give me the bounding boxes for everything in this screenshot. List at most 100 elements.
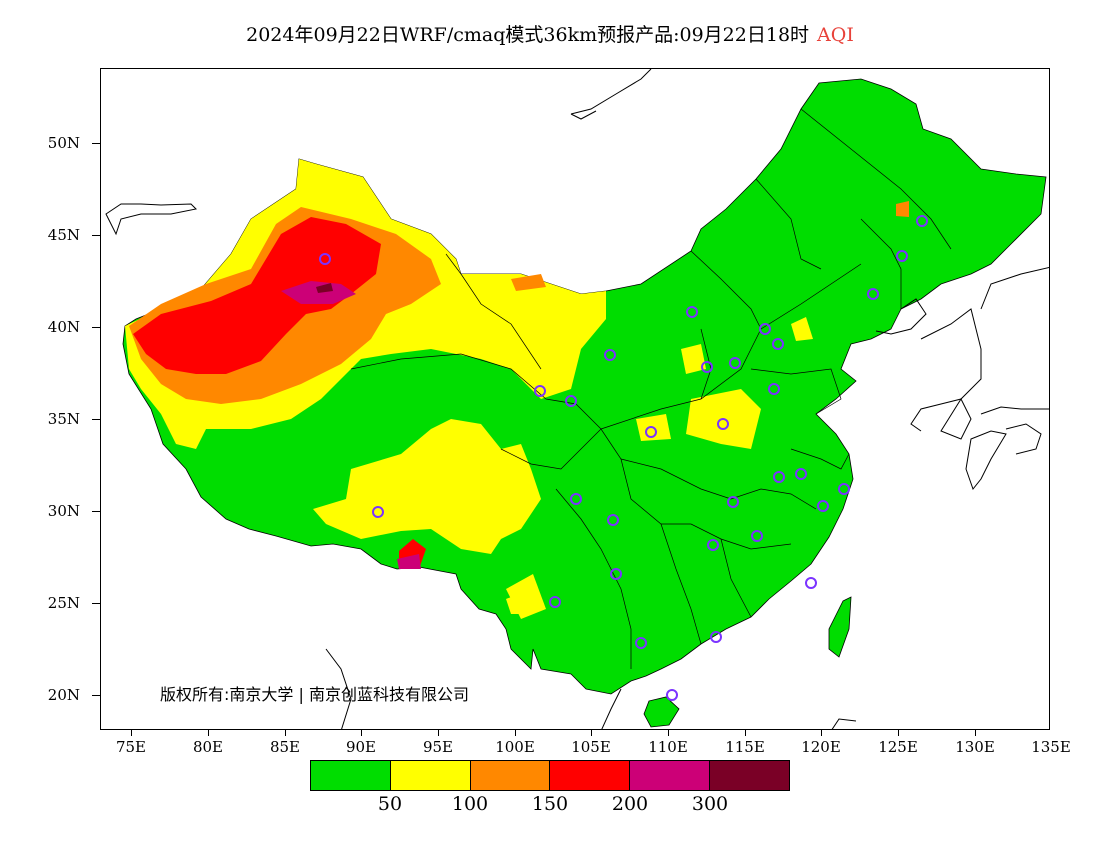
lon-label: 125E: [878, 738, 918, 756]
lon-tick: [208, 730, 209, 736]
city-marker: [795, 468, 807, 480]
lon-tick: [438, 730, 439, 736]
legend-label: 150: [531, 793, 569, 815]
lon-label: 115E: [725, 738, 765, 756]
lat-tick: [92, 419, 100, 420]
aqi-moderate-pocket-5: [791, 317, 813, 341]
neighbor-coastlines: [105, 69, 1049, 729]
lon-label: 75E: [115, 738, 147, 756]
city-marker: [534, 385, 546, 397]
lon-label: 135E: [1031, 738, 1071, 756]
legend-swatch: [470, 761, 551, 790]
lon-label: 95E: [422, 738, 454, 756]
province-borders: [350, 108, 952, 669]
city-marker: [686, 306, 698, 318]
city-marker: [319, 253, 331, 265]
legend-swatch: [311, 761, 391, 790]
city-marker: [727, 496, 739, 508]
city-marker: [729, 357, 741, 369]
city-marker: [751, 530, 763, 542]
aqi-hazardous-core: [316, 283, 333, 293]
city-marker: [645, 426, 657, 438]
lat-tick: [92, 143, 100, 144]
city-marker: [607, 514, 619, 526]
lat-label: 30N: [47, 502, 80, 520]
copyright-text: 版权所有:南京大学 | 南京创蓝科技有限公司: [160, 685, 469, 704]
city-marker: [838, 483, 850, 495]
aqi-sensitive-pocket-1: [511, 274, 546, 291]
legend-swatch: [630, 761, 711, 790]
lat-tick: [92, 511, 100, 512]
lat-tick: [92, 327, 100, 328]
city-marker: [717, 418, 729, 430]
lat-tick: [92, 695, 100, 696]
lon-tick: [591, 730, 592, 736]
city-marker: [867, 288, 879, 300]
city-marker: [372, 506, 384, 518]
aqi-legend: [310, 760, 790, 791]
lon-label: 100E: [495, 738, 535, 756]
city-marker: [768, 383, 780, 395]
lat-label: 25N: [47, 594, 80, 612]
legend-label: 100: [451, 793, 489, 815]
lon-label: 120E: [801, 738, 841, 756]
lon-label: 90E: [345, 738, 377, 756]
city-marker: [707, 539, 719, 551]
map-frame: [100, 68, 1050, 730]
lon-label: 130E: [955, 738, 995, 756]
aqi-moderate-pocket-3: [506, 589, 531, 614]
taiwan-island: [828, 596, 852, 658]
city-marker: [635, 637, 647, 649]
lon-tick: [285, 730, 286, 736]
aqi-moderate-tibet: [313, 419, 541, 554]
city-marker: [916, 215, 928, 227]
city-marker: [759, 323, 771, 335]
lat-tick: [92, 235, 100, 236]
aqi-unhealthy-tarim: [133, 217, 381, 374]
city-marker: [805, 577, 817, 589]
lon-tick: [668, 730, 669, 736]
aqi-moderate-pocket-4: [681, 344, 706, 374]
lat-label: 35N: [47, 410, 80, 428]
city-marker: [570, 493, 582, 505]
lon-tick: [821, 730, 822, 736]
city-marker: [710, 631, 722, 643]
lat-tick: [92, 603, 100, 604]
legend-label: 50: [377, 793, 403, 815]
legend-swatch: [710, 761, 789, 790]
legend-swatch: [390, 761, 471, 790]
city-marker: [666, 689, 678, 701]
legend-label: 200: [611, 793, 649, 815]
title-variable: AQI: [817, 24, 854, 46]
legend-swatch: [550, 761, 631, 790]
lon-label: 80E: [192, 738, 224, 756]
lat-label: 50N: [47, 134, 80, 152]
lat-label: 40N: [47, 318, 80, 336]
aqi-very-unhealthy-2: [397, 554, 421, 569]
city-marker: [817, 500, 829, 512]
lon-label: 85E: [269, 738, 301, 756]
map-title: 2024年09月22日WRF/cmaq模式36km预报产品:09月22日18时 A…: [0, 20, 1100, 47]
lon-tick: [975, 730, 976, 736]
city-marker: [701, 361, 713, 373]
legend-label: 300: [691, 793, 729, 815]
city-marker: [772, 338, 784, 350]
lon-tick: [361, 730, 362, 736]
city-marker: [610, 568, 622, 580]
city-marker: [896, 250, 908, 262]
city-marker: [565, 395, 577, 407]
aqi-map: [105, 69, 1049, 729]
lon-tick: [515, 730, 516, 736]
city-marker: [549, 596, 561, 608]
lon-tick: [745, 730, 746, 736]
city-marker: [604, 349, 616, 361]
title-main: 2024年09月22日WRF/cmaq模式36km预报产品:09月22日18时: [246, 24, 810, 46]
hainan-island: [643, 696, 680, 728]
lat-label: 20N: [47, 686, 80, 704]
lon-label: 105E: [571, 738, 611, 756]
lon-label: 110E: [648, 738, 688, 756]
lon-tick: [131, 730, 132, 736]
lon-tick: [898, 730, 899, 736]
aqi-sensitive-pocket-2: [896, 201, 909, 217]
city-marker: [773, 471, 785, 483]
